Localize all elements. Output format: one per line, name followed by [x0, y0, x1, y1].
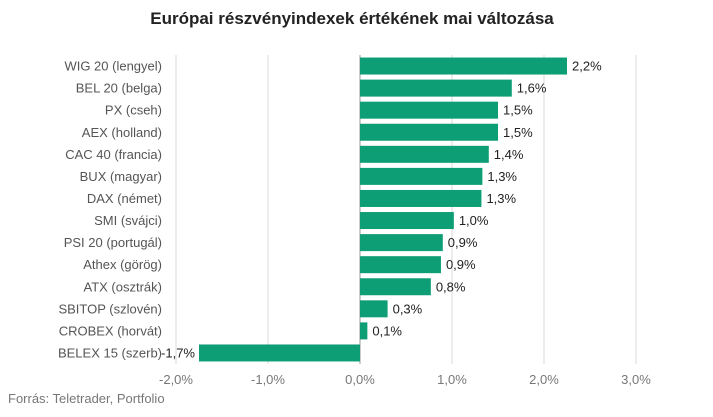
value-label: 0,3%	[393, 301, 423, 316]
x-tick-label: -2,0%	[159, 372, 193, 387]
category-label: CAC 40 (francia)	[65, 147, 162, 162]
value-label: 0,9%	[446, 257, 476, 272]
category-label: BUX (magyar)	[80, 169, 162, 184]
category-label: BEL 20 (belga)	[76, 81, 162, 96]
bar	[360, 145, 489, 163]
category-label: Athex (görög)	[83, 257, 162, 272]
value-label: 1,3%	[487, 169, 517, 184]
category-label: WIG 20 (lengyel)	[64, 59, 162, 74]
bar	[360, 256, 441, 274]
bar	[360, 322, 368, 340]
category-label: DAX (német)	[87, 191, 162, 206]
value-label: -1,7%	[161, 345, 195, 360]
x-tick-label: 2,0%	[529, 372, 559, 387]
value-label: 1,5%	[503, 125, 533, 140]
category-label: SBITOP (szlovén)	[58, 301, 162, 316]
x-tick-label: 3,0%	[621, 372, 651, 387]
value-labels: 2,2% 1,6% 1,5% 1,5% 1,4% 1,3% 1,3% 1,0% 0,9% 0,9%…	[161, 59, 602, 361]
bar	[199, 344, 360, 362]
chart-title: Európai részvényindexek értékének mai vá…	[150, 9, 554, 28]
x-tick-label: 1,0%	[437, 372, 467, 387]
value-label: 0,8%	[436, 279, 466, 294]
bar	[360, 123, 498, 141]
category-label: CROBEX (horvát)	[59, 323, 162, 338]
category-label: BELEX 15 (szerb)	[58, 345, 162, 360]
value-label: 0,9%	[448, 235, 478, 250]
category-labels: WIG 20 (lengyel) BEL 20 (belga) PX (cseh) A…	[58, 59, 162, 361]
bar	[360, 57, 567, 75]
bar	[360, 212, 454, 230]
bar	[360, 278, 431, 296]
bar	[360, 189, 482, 207]
category-label: PSI 20 (portugál)	[64, 235, 162, 250]
bar	[360, 300, 388, 318]
gridlines	[175, 55, 637, 364]
value-label: 1,5%	[503, 103, 533, 118]
category-label: PX (cseh)	[105, 103, 162, 118]
bar	[360, 167, 483, 185]
value-label: 2,2%	[572, 59, 602, 74]
value-label: 1,3%	[486, 191, 516, 206]
x-axis-ticks: -2,0% -1,0% 0,0% 1,0% 2,0% 3,0%	[159, 372, 651, 387]
value-label: 0,1%	[372, 323, 402, 338]
bar	[360, 101, 498, 119]
value-label: 1,6%	[517, 81, 547, 96]
value-label: 1,4%	[494, 147, 524, 162]
x-tick-label: 0,0%	[345, 372, 375, 387]
category-label: AEX (holland)	[82, 125, 162, 140]
value-label: 1,0%	[459, 213, 489, 228]
category-label: SMI (svájci)	[94, 213, 162, 228]
bar	[360, 79, 512, 97]
x-tick-label: -1,0%	[251, 372, 285, 387]
bars	[199, 57, 567, 362]
category-label: ATX (osztrák)	[84, 279, 163, 294]
source-note: Forrás: Teletrader, Portfolio	[8, 391, 165, 406]
bar	[360, 234, 443, 252]
